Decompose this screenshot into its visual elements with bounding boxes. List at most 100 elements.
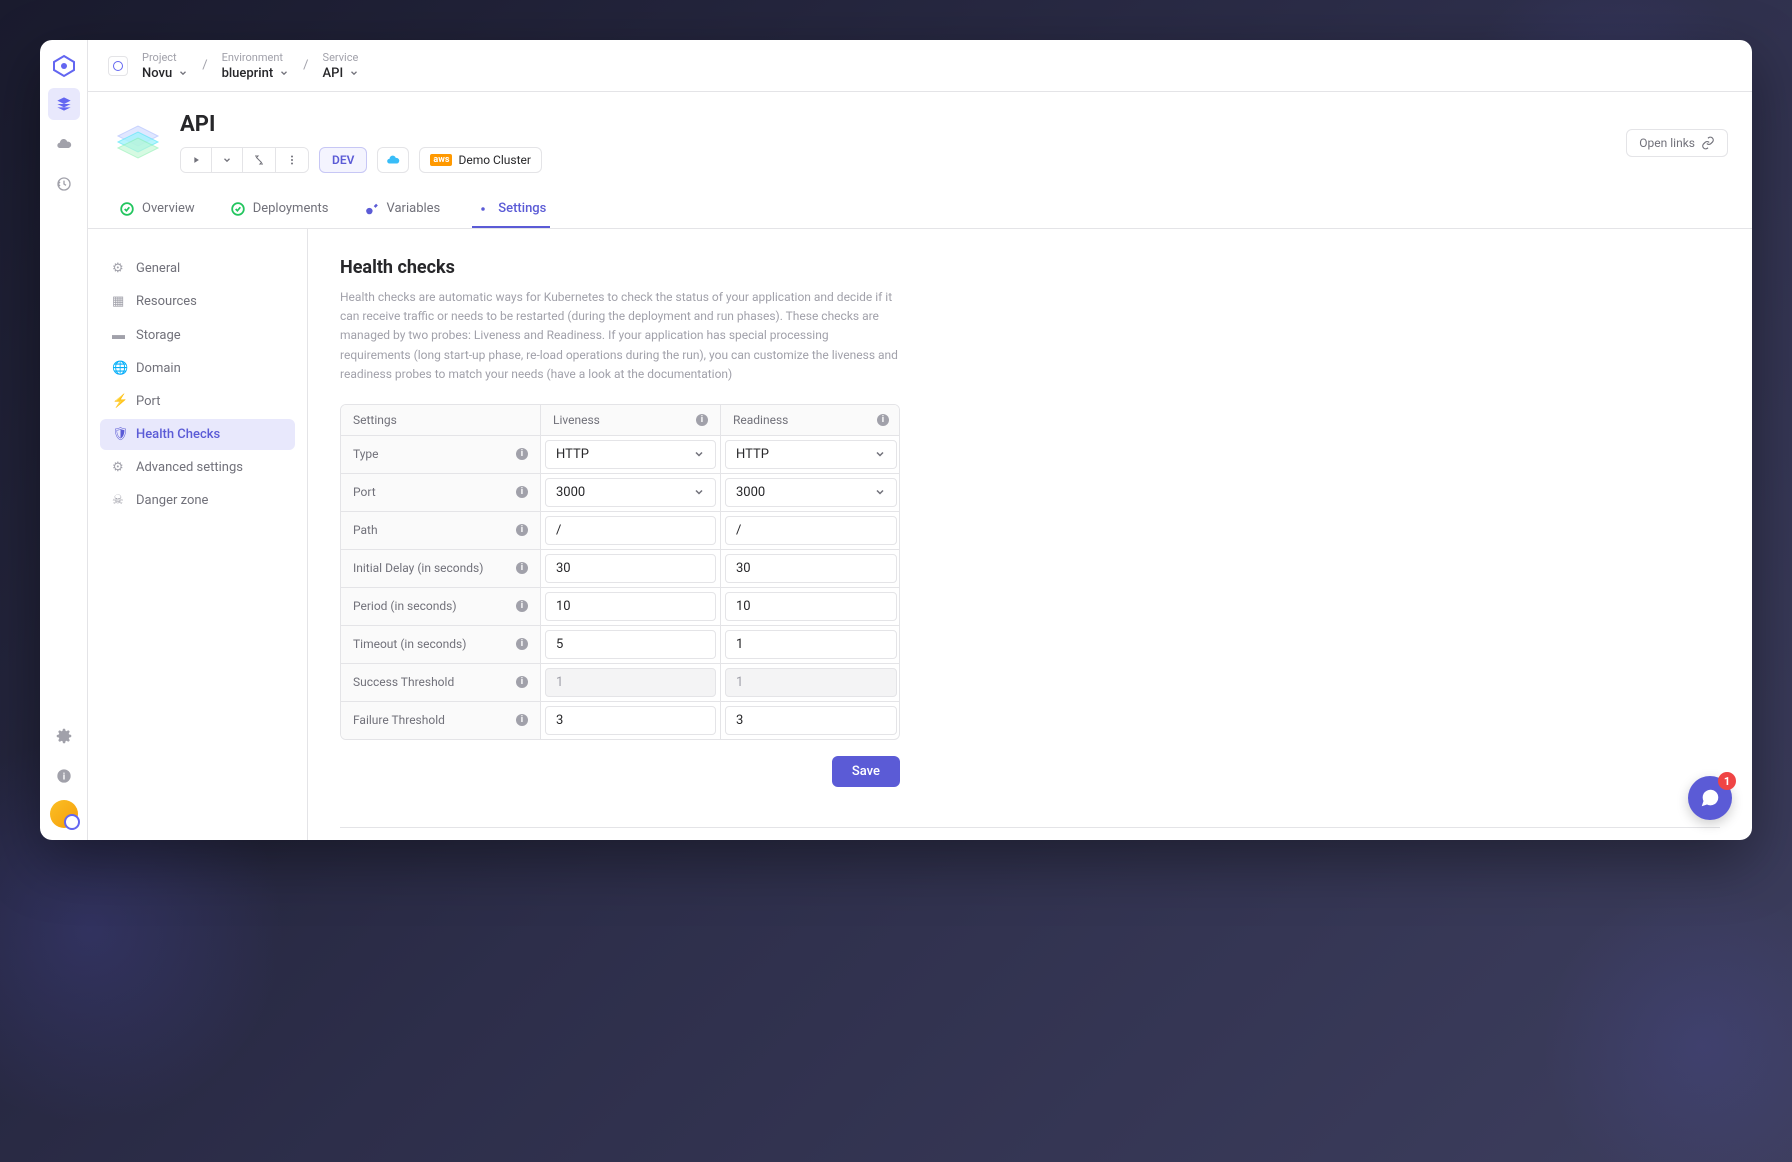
liveness-initial-delay-input[interactable]: [545, 554, 716, 583]
tabs: Overview Deployments Variables Settings: [112, 191, 1728, 228]
tab-deployments[interactable]: Deployments: [227, 191, 333, 228]
svg-text:i: i: [62, 771, 64, 782]
breadcrumb-service-value: API: [323, 66, 344, 81]
info-icon[interactable]: i: [516, 600, 528, 612]
row-path-label: Path: [353, 523, 378, 537]
chevron-down-icon: [279, 68, 289, 78]
sliders-icon: ⚙: [112, 460, 126, 475]
settings-nav-general[interactable]: ⚙General: [100, 253, 295, 284]
breadcrumb-environment[interactable]: Environment blueprint: [222, 51, 290, 81]
cluster-name: Demo Cluster: [458, 153, 530, 167]
tab-variables[interactable]: Variables: [361, 191, 445, 228]
settings-nav-resources[interactable]: ▦Resources: [100, 286, 295, 317]
chevron-down-icon: [874, 448, 886, 460]
settings-nav-danger[interactable]: ☠Danger zone: [100, 485, 295, 516]
breadcrumb-project-label: Project: [142, 51, 188, 64]
rail-services-icon[interactable]: [48, 88, 80, 120]
settings-nav: ⚙General ▦Resources ▬Storage 🌐Domain ⚡Po…: [88, 229, 308, 840]
play-dropdown-button[interactable]: [212, 148, 243, 172]
settings-panel: Health checks Health checks are automati…: [308, 229, 1752, 840]
redeploy-button[interactable]: [243, 148, 276, 172]
storage-icon: ▬: [112, 327, 126, 343]
settings-nav-port[interactable]: ⚡Port: [100, 386, 295, 417]
info-icon[interactable]: i: [516, 676, 528, 688]
liveness-timeout-input[interactable]: [545, 630, 716, 659]
open-links-button[interactable]: Open links: [1626, 129, 1728, 157]
chat-bubble[interactable]: 1: [1688, 776, 1732, 820]
chevron-down-icon: [178, 68, 188, 78]
info-icon[interactable]: i: [696, 414, 708, 426]
info-icon[interactable]: i: [516, 714, 528, 726]
readiness-timeout-input[interactable]: [725, 630, 897, 659]
health-checks-table: Settings Liveness i Readiness i Type i HTTP…: [340, 404, 900, 740]
info-icon[interactable]: i: [516, 562, 528, 574]
liveness-port-select[interactable]: 3000: [545, 478, 716, 507]
readiness-failure-input[interactable]: [725, 706, 897, 735]
col-readiness-label: Readiness: [733, 413, 788, 427]
breadcrumb-project[interactable]: Project Novu: [142, 51, 188, 81]
settings-nav-storage[interactable]: ▬Storage: [100, 319, 295, 351]
env-badge[interactable]: DEV: [319, 147, 367, 173]
breadcrumb-service-label: Service: [323, 51, 360, 64]
rail-info-icon[interactable]: i: [48, 760, 80, 792]
breadcrumb-separator: /: [303, 58, 308, 73]
row-timeout-label: Timeout (in seconds): [353, 637, 466, 651]
project-icon: [108, 56, 128, 76]
chevron-down-icon: [349, 68, 359, 78]
more-actions-button[interactable]: [276, 148, 308, 172]
save-button[interactable]: Save: [832, 756, 900, 787]
chat-badge: 1: [1718, 772, 1736, 790]
cluster-pill[interactable]: aws Demo Cluster: [419, 147, 542, 173]
breadcrumb-env-label: Environment: [222, 51, 290, 64]
col-liveness-label: Liveness: [553, 413, 600, 427]
user-avatar[interactable]: [50, 800, 78, 828]
readiness-path-input[interactable]: [725, 516, 897, 545]
rail-cloud-icon[interactable]: [48, 128, 80, 160]
resources-icon: ▦: [112, 294, 126, 309]
rail-history-icon[interactable]: [48, 168, 80, 200]
readiness-type-select[interactable]: HTTP: [725, 440, 897, 469]
cloud-icon: [386, 153, 400, 167]
logo-icon: [50, 52, 78, 80]
info-icon[interactable]: i: [877, 414, 889, 426]
panel-description: Health checks are automatic ways for Kub…: [340, 288, 900, 384]
play-button[interactable]: [181, 148, 212, 172]
readiness-period-input[interactable]: [725, 592, 897, 621]
info-icon[interactable]: i: [516, 638, 528, 650]
settings-nav-domain[interactable]: 🌐Domain: [100, 353, 295, 384]
breadcrumb-separator: /: [202, 58, 207, 73]
app-window: i Project Novu / Environment blueprint /…: [40, 40, 1752, 840]
service-icon: [112, 112, 164, 164]
content: ⚙General ▦Resources ▬Storage 🌐Domain ⚡Po…: [88, 229, 1752, 840]
left-rail: i: [40, 40, 88, 840]
readiness-port-select[interactable]: 3000: [725, 478, 897, 507]
info-icon[interactable]: i: [516, 448, 528, 460]
info-icon[interactable]: i: [516, 524, 528, 536]
info-icon[interactable]: i: [516, 486, 528, 498]
breadcrumb-service[interactable]: Service API: [323, 51, 360, 81]
tab-settings[interactable]: Settings: [472, 191, 550, 228]
main: Project Novu / Environment blueprint / S…: [88, 40, 1752, 840]
rail-settings-icon[interactable]: [48, 720, 80, 752]
chat-icon: [1699, 787, 1721, 809]
row-type-label: Type: [353, 447, 379, 461]
panel-title: Health checks: [340, 257, 1720, 278]
liveness-failure-input[interactable]: [545, 706, 716, 735]
key-icon: [365, 202, 379, 216]
skull-icon: ☠: [112, 493, 126, 508]
liveness-success-input: [545, 668, 716, 697]
breadcrumb-project-value: Novu: [142, 66, 172, 81]
page-title: API: [180, 112, 542, 137]
settings-nav-advanced[interactable]: ⚙Advanced settings: [100, 452, 295, 483]
readiness-initial-delay-input[interactable]: [725, 554, 897, 583]
col-settings-label: Settings: [353, 413, 397, 427]
liveness-path-input[interactable]: [545, 516, 716, 545]
row-failure-label: Failure Threshold: [353, 713, 445, 727]
tab-overview[interactable]: Overview: [116, 191, 199, 228]
liveness-period-input[interactable]: [545, 592, 716, 621]
readiness-success-input: [725, 668, 897, 697]
cloud-provider-pill[interactable]: [377, 147, 409, 173]
help-section: Need help? You may find these links usef…: [340, 827, 1720, 840]
settings-nav-health-checks[interactable]: 🛡Health Checks: [100, 419, 295, 450]
liveness-type-select[interactable]: HTTP: [545, 440, 716, 469]
